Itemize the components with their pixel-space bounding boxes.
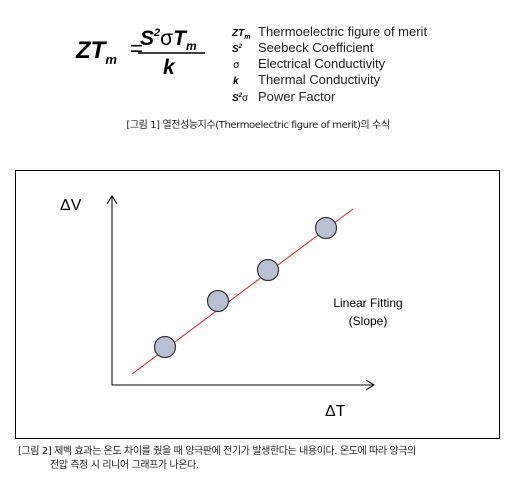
figure: ΔV ΔT Linear Fitting (Slope): [60, 196, 403, 420]
symbol: S: [232, 44, 239, 55]
legend-symbol: k: [233, 76, 239, 87]
data-point: [206, 289, 230, 313]
caption: 전압 측정 시 리니어 그래프가 나온다.: [50, 458, 199, 471]
lhs-sub: m: [105, 52, 117, 67]
fit-label: Linear Fitting: [333, 296, 402, 310]
caption: [그림 1] 열전성능지수(Thermoelectric figure of m…: [126, 119, 389, 131]
denominator: k: [163, 56, 176, 79]
num-sigma: σ: [160, 27, 173, 50]
legend-text: Thermal Conductivity: [258, 72, 381, 87]
legend-symbol: S2: [232, 44, 243, 55]
symbol: ZT: [231, 28, 245, 39]
lhs: ZT: [75, 37, 108, 64]
legend: ZTm Thermoelectric figure of merit S2 Se…: [231, 24, 427, 104]
data-point: [314, 216, 338, 240]
symbol-tail: σ: [242, 93, 249, 104]
numerator: S2σTm: [140, 27, 197, 53]
legend-text: Power Factor: [258, 89, 336, 104]
symbol-sub: m: [244, 34, 250, 41]
data-point: [256, 258, 280, 282]
legend-symbol: σ: [233, 60, 240, 71]
symbol-sup: 2: [238, 44, 243, 50]
formula-lhs: ZTm: [75, 37, 117, 67]
legend-text: Thermoelectric figure of merit: [258, 24, 427, 39]
x-axis-label: ΔT: [325, 403, 346, 420]
y-axis-label: ΔV: [60, 197, 82, 214]
figure-frame: [15, 170, 500, 439]
data-point: [153, 335, 177, 359]
equals: =: [130, 36, 143, 61]
legend-symbol: S2σ: [232, 93, 249, 104]
legend-text: Electrical Conductivity: [258, 56, 386, 71]
legend-symbol: ZTm: [231, 28, 250, 41]
num-s: S: [140, 27, 154, 50]
symbol: S: [232, 93, 239, 104]
symbol-sup: 2: [238, 93, 243, 99]
num-sup: 2: [153, 27, 160, 39]
legend-text: Seebeck Coefficient: [258, 40, 374, 55]
fit-label: (Slope): [349, 314, 388, 328]
caption: [그림 2] 제벡 효과는 온도 차이를 줬을 때 양극판에 전기가 발생한다는…: [18, 444, 416, 457]
num-t: T: [173, 27, 188, 50]
num-sub: m: [186, 39, 197, 53]
formula: ZTm = S2σTm k: [75, 27, 205, 79]
